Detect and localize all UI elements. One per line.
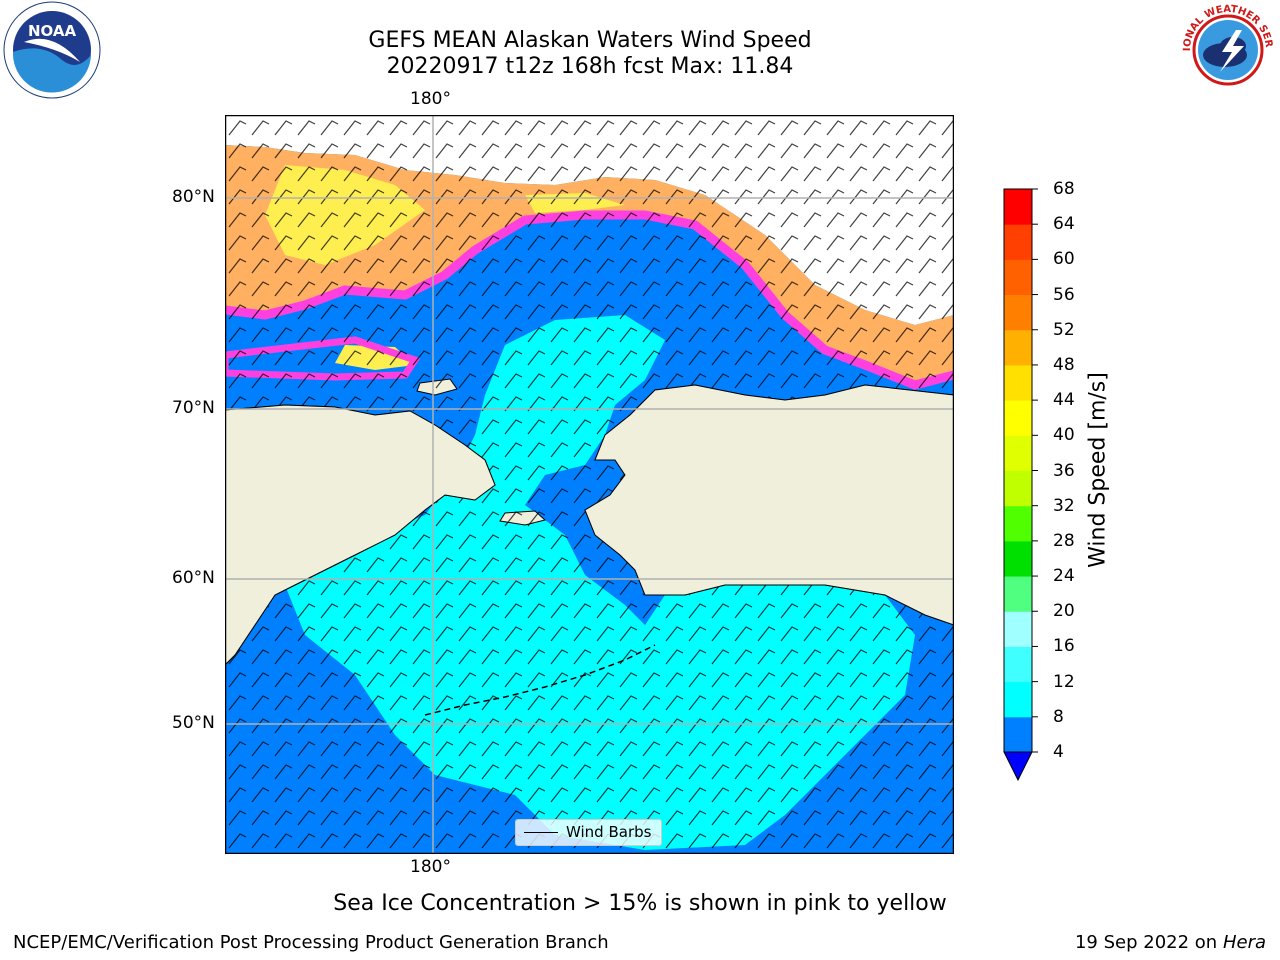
colorbar-label: Wind Speed [m/s] — [1086, 372, 1111, 568]
colorbar-bin — [1004, 646, 1032, 682]
legend-line — [524, 832, 558, 833]
lat-tick-70: 70°N — [172, 398, 215, 418]
footer-date-text: 19 Sep 2022 on — [1075, 932, 1217, 953]
sea-ice-caption: Sea Ice Concentration > 15% is shown in … — [0, 891, 1280, 916]
wind-barb-legend: Wind Barbs — [515, 819, 662, 846]
chart-title: GEFS MEAN Alaskan Waters Wind Speed — [0, 28, 1180, 53]
colorbar-tick-label: 60 — [1053, 249, 1075, 269]
colorbar — [1000, 186, 1040, 786]
lat-tick-50: 50°N — [172, 713, 215, 733]
footer-date: 19 Sep 2022 on Hera — [1075, 932, 1266, 953]
colorbar-tick-label: 16 — [1053, 636, 1075, 656]
lon-tick-bottom: 180° — [410, 857, 451, 877]
colorbar-bin — [1004, 471, 1032, 507]
colorbar-bin — [1004, 259, 1032, 295]
colorbar-tick-label: 36 — [1053, 461, 1075, 481]
colorbar-tick-label: 68 — [1053, 179, 1075, 199]
colorbar-bin — [1004, 717, 1032, 753]
colorbar-bin — [1004, 576, 1032, 612]
colorbar-bin — [1004, 224, 1032, 260]
colorbar-tick-label: 32 — [1053, 496, 1075, 516]
colorbar-tick-label: 12 — [1053, 672, 1075, 692]
colorbar-under-arrow — [1004, 752, 1032, 780]
colorbar-tick-label: 64 — [1053, 214, 1075, 234]
lon-tick-top: 180° — [410, 89, 451, 109]
lat-tick-60: 60°N — [172, 568, 215, 588]
colorbar-bin — [1004, 189, 1032, 225]
nws-logo: NATIONAL WEATHER SERVICE — [1178, 0, 1278, 100]
colorbar-bin — [1004, 682, 1032, 718]
colorbar-bin — [1004, 435, 1032, 471]
colorbar-tick-label: 48 — [1053, 355, 1075, 375]
colorbar-bin — [1004, 295, 1032, 331]
colorbar-bin — [1004, 541, 1032, 577]
legend-label: Wind Barbs — [566, 823, 651, 841]
colorbar-bin — [1004, 330, 1032, 366]
colorbar-tick-label: 40 — [1053, 425, 1075, 445]
colorbar-bin — [1004, 400, 1032, 436]
colorbar-tick-label: 56 — [1053, 285, 1075, 305]
chart-subtitle: 20220917 t12z 168h fcst Max: 11.84 — [0, 54, 1180, 79]
lat-tick-80: 80°N — [172, 187, 215, 207]
wind-speed-map — [225, 115, 954, 854]
footer-machine: Hera — [1223, 932, 1266, 953]
colorbar-tick-label: 52 — [1053, 320, 1075, 340]
footer-credit: NCEP/EMC/Verification Post Processing Pr… — [13, 932, 609, 953]
colorbar-tick-label: 4 — [1053, 742, 1064, 762]
colorbar-tick-label: 20 — [1053, 601, 1075, 621]
colorbar-tick-label: 24 — [1053, 566, 1075, 586]
colorbar-tick-label: 28 — [1053, 531, 1075, 551]
colorbar-tick-label: 8 — [1053, 707, 1064, 727]
colorbar-tick-label: 44 — [1053, 390, 1075, 410]
colorbar-bin — [1004, 365, 1032, 401]
colorbar-bin — [1004, 506, 1032, 542]
colorbar-bin — [1004, 611, 1032, 647]
